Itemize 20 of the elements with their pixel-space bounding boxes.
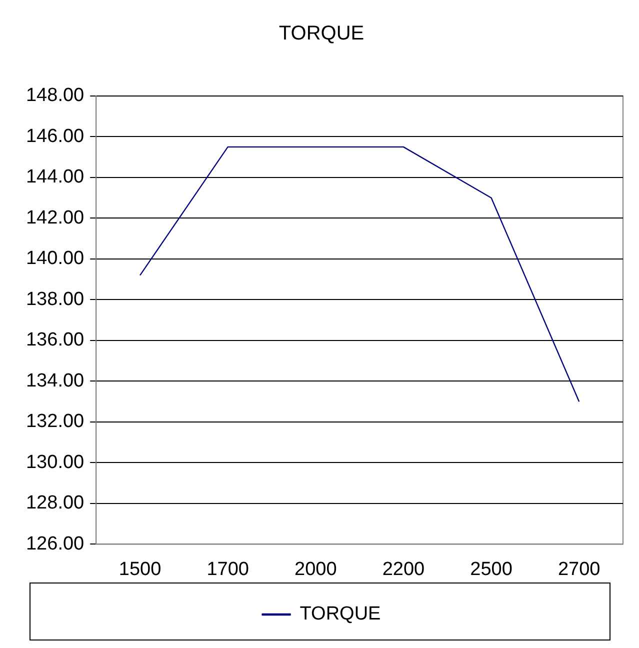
- y-tick-label: 142.00: [26, 207, 84, 228]
- y-tick-label: 148.00: [26, 85, 84, 106]
- y-tick-label: 136.00: [26, 330, 84, 351]
- y-tick-label: 138.00: [26, 288, 84, 310]
- chart-title: TORQUE: [278, 22, 364, 45]
- y-tick-label: 126.00: [26, 533, 84, 554]
- x-tick-label: 2500: [470, 558, 512, 580]
- y-tick-label: 146.00: [26, 126, 84, 147]
- y-tick-label: 140.00: [26, 248, 84, 270]
- x-tick-label: 1700: [206, 558, 249, 580]
- y-tick-label: 130.00: [26, 452, 84, 473]
- legend-label: TORQUE: [300, 604, 381, 625]
- y-tick-label: 132.00: [26, 411, 84, 432]
- x-tick-label: 2000: [294, 558, 337, 580]
- y-tick-label: 134.00: [26, 370, 84, 392]
- y-tick-label: 144.00: [26, 166, 84, 188]
- x-tick-label: 2200: [382, 558, 425, 580]
- y-tick-label: 128.00: [26, 492, 84, 514]
- x-tick-label: 2700: [558, 558, 600, 580]
- x-tick-label: 1500: [118, 558, 162, 580]
